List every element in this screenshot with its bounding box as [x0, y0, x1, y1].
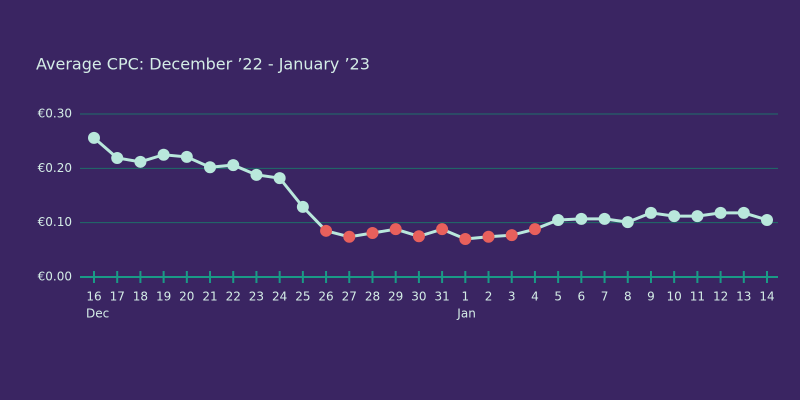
x-tick-label: 20 [179, 290, 194, 304]
x-tick-label: 19 [156, 290, 171, 304]
x-tick-label: 6 [578, 290, 586, 304]
point [134, 155, 147, 168]
point [204, 161, 217, 174]
x-tick-label: 17 [110, 290, 125, 304]
point [621, 216, 634, 229]
point [366, 226, 379, 239]
x-tick-label: 4 [531, 290, 539, 304]
point [644, 206, 657, 219]
month-label: Jan [456, 307, 476, 321]
month-label: Dec [86, 307, 109, 321]
x-tick-label: 30 [411, 290, 426, 304]
x-tick-label: 11 [690, 290, 705, 304]
y-tick-label: €0.30 [38, 107, 72, 121]
x-tick-label: 7 [601, 290, 609, 304]
point [157, 148, 170, 161]
point [552, 213, 565, 226]
x-tick-label: 8 [624, 290, 632, 304]
point [459, 232, 472, 245]
x-tick-label: 1 [461, 290, 469, 304]
point [598, 212, 611, 225]
x-tick-label: 5 [554, 290, 562, 304]
x-tick-label: 2 [485, 290, 493, 304]
x-tick-label: 14 [759, 290, 774, 304]
point [343, 230, 356, 243]
y-tick-label: €0.20 [38, 161, 72, 175]
x-tick-label: 21 [202, 290, 217, 304]
point [227, 159, 240, 172]
x-tick-label: 10 [667, 290, 682, 304]
point [412, 230, 425, 243]
x-tick-label: 25 [295, 290, 310, 304]
point [714, 206, 727, 219]
point [761, 213, 773, 226]
x-tick-label: 13 [736, 290, 751, 304]
point [737, 206, 750, 219]
point [389, 223, 402, 236]
point [575, 212, 588, 225]
point [320, 224, 333, 237]
point [273, 172, 286, 185]
y-tick-label: €0.00 [38, 270, 72, 284]
point [296, 200, 309, 213]
point [250, 168, 263, 181]
x-tick-label: 16 [86, 290, 101, 304]
point [528, 223, 541, 236]
x-tick-label: 31 [434, 290, 449, 304]
y-tick-label: €0.10 [38, 215, 72, 229]
x-tick-label: 23 [249, 290, 264, 304]
x-tick-label: 29 [388, 290, 403, 304]
point [505, 229, 518, 242]
x-tick-label: 3 [508, 290, 516, 304]
x-tick-label: 12 [713, 290, 728, 304]
point [482, 230, 495, 243]
x-tick-label: 24 [272, 290, 287, 304]
chart-title: Average CPC: December ’22 - January ’23 [36, 55, 370, 74]
point [180, 150, 193, 163]
x-tick-label: 9 [647, 290, 655, 304]
point [668, 210, 681, 223]
x-tick-label: 22 [226, 290, 241, 304]
x-tick-label: 26 [318, 290, 333, 304]
point [111, 152, 124, 165]
x-tick-label: 27 [342, 290, 357, 304]
point [88, 131, 100, 144]
x-tick-label: 28 [365, 290, 380, 304]
point [691, 210, 704, 223]
x-tick-label: 18 [133, 290, 148, 304]
point [436, 223, 449, 236]
